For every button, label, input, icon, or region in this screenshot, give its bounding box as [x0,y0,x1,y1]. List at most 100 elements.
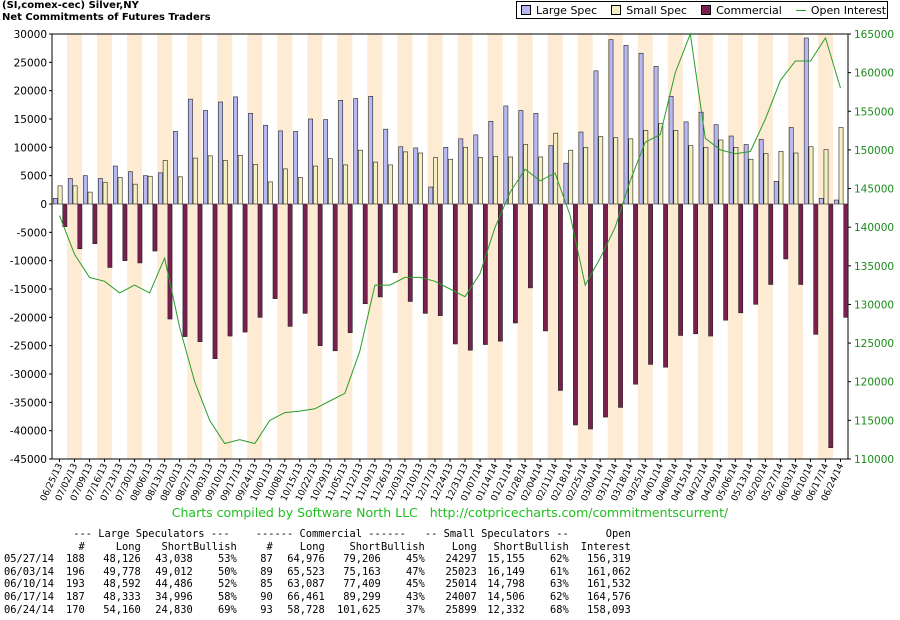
table-cell: 196 [66,565,85,578]
bar-small-spec [222,160,228,205]
bar-small-spec [463,147,468,205]
table-header-cell: Bullish [525,540,569,553]
bar-commercial [107,203,113,268]
bar-large-spec [308,118,313,205]
bar-commercial [693,203,699,335]
bar-small-spec [703,147,709,205]
table-cell: 156,319 [587,553,631,566]
bar-large-spec [623,45,629,205]
bar-small-spec [282,168,288,205]
y-right-tick-label: 150000 [854,145,894,157]
credit-link[interactable]: http://cotpricecharts.com/commitmentscur… [429,505,729,520]
bar-commercial [287,203,293,327]
bar-commercial [633,203,638,385]
y-right-tick-label: 165000 [854,29,894,41]
open-interest-line [59,32,841,445]
bar-commercial [167,203,173,320]
table-cell: 44,486 [155,578,193,591]
table-cell: 75,163 [343,565,381,578]
bar-small-spec [763,153,769,205]
bar-small-spec [117,177,123,205]
table-cell: 58,728 [287,603,325,616]
table-cell: 62% [550,553,569,566]
bar-small-spec [418,152,423,205]
table-cell: 25899 [445,603,477,616]
table-cell: 15,155 [487,553,525,566]
bar-commercial [798,203,804,285]
table-header-cell: # [78,540,85,553]
bar-large-spec [413,147,419,205]
bar-commercial [738,203,744,314]
y-left-tick-label: -15000 [10,284,47,296]
y-right-tick-label: 160000 [854,68,894,80]
table-cell: 164,576 [587,590,631,603]
table-cell: 25014 [445,578,477,591]
bar-commercial [182,203,188,337]
bar-small-spec [658,123,664,205]
bar-small-spec [388,164,393,205]
week-stripe [127,34,143,459]
table-cell: 06/17/14 [4,590,55,603]
bar-small-spec [643,130,649,205]
bar-commercial [302,203,308,314]
table-group-label: Open [605,528,631,540]
table-header-cell [4,541,66,554]
y-left-tick-label: 0 [40,199,47,211]
week-stripe [157,34,173,459]
bar-small-spec [312,165,318,205]
bar-small-spec [448,158,453,205]
table-group-label: --- Large Speculators --- [73,528,230,540]
legend-small-spec: Small Spec [611,4,687,17]
table-cell: 49,012 [155,565,193,578]
table-row: 06/03/14 196 49,778 49,012 50% 89 65,523 75,163… [4,566,631,579]
table-column-header: # Long Short Bullish # Long Short Bullish Long Sh… [4,541,631,554]
table-cell: 161,532 [587,578,631,591]
bar-large-spec [473,134,479,205]
bar-small-spec [568,149,574,205]
table-cell: 193 [66,578,85,591]
bar-small-spec [87,191,93,205]
week-stripe [427,34,443,459]
bar-large-spec [338,100,344,205]
bar-commercial [828,203,834,448]
table-header-cell: Bullish [192,540,237,553]
bar-commercial [272,203,278,299]
table-header-cell: Short [349,540,381,553]
week-stripe [67,34,83,459]
bar-large-spec [278,130,283,205]
bar-commercial [152,203,158,252]
bar-large-spec [112,165,118,205]
chart-credit: Charts compiled by Software North LLC ht… [0,505,900,520]
bar-large-spec [188,98,193,205]
bar-commercial [783,203,789,260]
week-stripe [397,34,413,459]
bar-large-spec [97,178,103,205]
bar-commercial [452,203,458,345]
bar-large-spec [203,110,208,205]
bar-commercial [407,203,413,302]
bar-small-spec [102,182,108,205]
bar-small-spec [613,137,619,205]
table-cell: 25023 [445,565,477,578]
table-cell: 90 [260,590,273,603]
bar-commercial [588,203,593,430]
bar-small-spec [72,185,78,205]
table-cell: 50% [218,565,237,578]
table-cell: 161,062 [587,565,631,578]
bar-small-spec [508,156,514,205]
table-cell: 63,087 [287,578,325,591]
bar-large-spec [518,110,524,205]
bar-small-spec [177,176,183,205]
bar-large-spec [443,147,449,205]
legend-large-spec: Large Spec [521,4,597,17]
legend-open-interest: Open Interest [795,4,886,17]
bar-commercial [392,203,398,273]
y-left-tick-label: -45000 [10,454,47,466]
y-left-tick-label: 25000 [14,57,47,69]
bar-commercial [467,203,473,351]
table-cell: 68% [550,603,569,616]
table-cell: 61% [550,565,569,578]
table-cell: 48,592 [103,578,141,591]
bar-large-spec [218,101,223,205]
bar-commercial [437,203,443,316]
